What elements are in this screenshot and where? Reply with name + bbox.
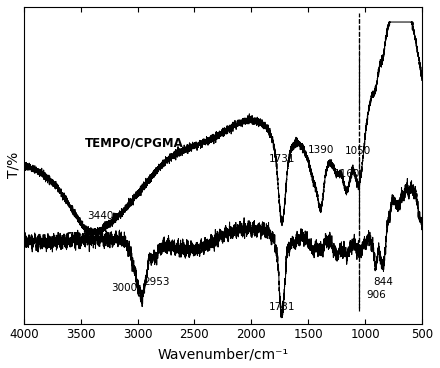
Text: 1731: 1731 <box>269 301 295 312</box>
Text: 906: 906 <box>366 290 386 300</box>
Text: 1731: 1731 <box>269 154 295 164</box>
Text: 2953: 2953 <box>143 277 169 287</box>
Text: 844: 844 <box>373 277 393 287</box>
X-axis label: Wavenumber/cm⁻¹: Wavenumber/cm⁻¹ <box>157 347 289 361</box>
Text: 1050: 1050 <box>345 146 371 156</box>
Text: 3440: 3440 <box>88 211 114 221</box>
Text: 1160: 1160 <box>334 169 360 179</box>
Y-axis label: T/%: T/% <box>7 152 21 178</box>
Text: TEMPO/CPGMA: TEMPO/CPGMA <box>85 136 184 149</box>
Text: 3000: 3000 <box>111 283 138 293</box>
Text: 1390: 1390 <box>308 145 334 155</box>
Text: CPGMA: CPGMA <box>65 231 113 244</box>
